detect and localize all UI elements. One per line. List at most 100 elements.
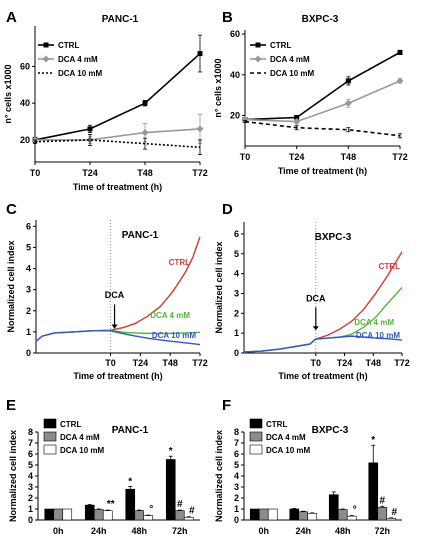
- y-tick-label: 5: [234, 460, 239, 470]
- series-label: DCA 4 mM: [150, 311, 190, 320]
- legend-label: DCA 4 mM: [270, 55, 310, 64]
- significance-mark: *: [169, 446, 173, 457]
- bar: [165, 459, 176, 521]
- legend-swatch: [43, 444, 57, 455]
- x-tick-label: T72: [394, 358, 410, 368]
- x-tick-label: 72h: [374, 526, 390, 536]
- x-tick-label: 24h: [91, 526, 107, 536]
- legend-marker: [254, 55, 262, 63]
- y-axis-label: Normalized cell index: [6, 240, 16, 332]
- series-label: DCA 4 mM: [354, 318, 394, 327]
- legend-swatch: [249, 444, 263, 455]
- bar: [337, 509, 348, 521]
- y-tick-label: 1: [234, 504, 239, 514]
- y-tick-label: 3: [28, 482, 33, 492]
- data-point: [87, 126, 93, 132]
- bar: [346, 515, 357, 521]
- y-tick-label: 4: [26, 264, 31, 274]
- series-line-ctrl: [244, 51, 401, 121]
- y-tick-label: 20: [230, 110, 240, 120]
- y-tick-label: 6: [234, 229, 239, 239]
- data-point: [197, 51, 203, 57]
- series-line-dca-10-mm: [35, 330, 201, 346]
- bar: [134, 510, 145, 521]
- x-tick-label: T0: [105, 358, 116, 368]
- x-tick-label: T48: [366, 358, 382, 368]
- bar: [368, 462, 379, 521]
- bar: [183, 516, 194, 521]
- y-tick-label: 60: [20, 61, 30, 71]
- legend-swatch: [43, 431, 57, 442]
- y-tick-label: 3: [26, 285, 31, 295]
- chart-title: BXPC-3: [315, 232, 352, 243]
- x-tick-label: 0h: [258, 526, 269, 536]
- series-line-dca-10-mm: [243, 335, 403, 353]
- y-tick-label: 2: [26, 306, 31, 316]
- y-tick-label: 0: [28, 515, 33, 525]
- bar: [377, 507, 388, 521]
- bar: [84, 504, 95, 521]
- data-point: [397, 49, 403, 55]
- x-tick-label: T24: [82, 168, 98, 178]
- significance-mark: *: [371, 435, 375, 446]
- bar: [62, 508, 73, 521]
- legend-label: DCA 10 mM: [266, 446, 310, 455]
- data-point: [396, 77, 404, 85]
- bar: [307, 513, 318, 521]
- chart-title: PANC-1: [112, 425, 149, 436]
- data-point: [294, 115, 300, 121]
- chart-title: PANC-1: [122, 230, 159, 241]
- chart-title: BXPC-3: [312, 425, 349, 436]
- x-tick-label: T0: [311, 358, 322, 368]
- series-label: CTRL: [169, 258, 190, 267]
- bar: [328, 494, 339, 521]
- legend-swatch: [43, 418, 57, 429]
- y-tick-label: 8: [234, 427, 239, 437]
- y-tick-label: 1: [28, 504, 33, 514]
- y-tick-label: 7: [234, 438, 239, 448]
- panel-letter: E: [6, 397, 16, 414]
- x-axis-label: Time of treatment (h): [73, 182, 162, 192]
- significance-mark: °: [149, 504, 153, 515]
- significance-mark: *: [128, 476, 132, 487]
- bar: [249, 508, 260, 521]
- series-label: CTRL: [379, 262, 400, 271]
- y-axis-label: Normalized cell index: [214, 241, 224, 333]
- y-tick-label: 6: [234, 449, 239, 459]
- legend-label: DCA 4 mM: [60, 433, 100, 442]
- legend-marker: [255, 42, 261, 48]
- legend-swatch: [249, 431, 263, 442]
- data-point: [141, 129, 149, 137]
- y-tick-label: 5: [28, 460, 33, 470]
- dca-arrowhead: [111, 324, 118, 329]
- x-tick-label: T24: [289, 152, 305, 162]
- series-line-dca-10-mm: [34, 139, 201, 149]
- x-tick-label: T48: [137, 168, 153, 178]
- panel-letter: D: [222, 201, 233, 218]
- significance-mark: #: [379, 495, 385, 506]
- panel-letter: C: [6, 201, 17, 218]
- bar: [289, 508, 300, 521]
- series-line-dca-4-mm: [244, 80, 401, 123]
- series-line-dca-10-mm: [244, 120, 401, 137]
- legend-label: DCA 4 mM: [266, 433, 306, 442]
- x-tick-label: 48h: [131, 526, 147, 536]
- bar: [102, 510, 113, 521]
- bar: [93, 509, 104, 521]
- series-label: DCA 10 mM: [356, 331, 400, 340]
- significance-mark: **: [107, 499, 115, 510]
- bar: [267, 508, 278, 521]
- bar: [258, 508, 269, 521]
- x-tick-label: T72: [192, 168, 208, 178]
- y-tick-label: 3: [234, 288, 239, 298]
- panel-letter: F: [222, 397, 231, 414]
- y-tick-label: 5: [234, 249, 239, 259]
- legend-label: CTRL: [60, 420, 81, 429]
- x-tick-label: T72: [192, 358, 208, 368]
- chart-title: BXPC-3: [302, 14, 339, 25]
- y-axis-label: n° cells x1000: [3, 64, 13, 123]
- y-tick-label: 0: [26, 348, 31, 358]
- y-tick-label: 6: [26, 221, 31, 231]
- series-line-dca-4-mm: [35, 128, 201, 141]
